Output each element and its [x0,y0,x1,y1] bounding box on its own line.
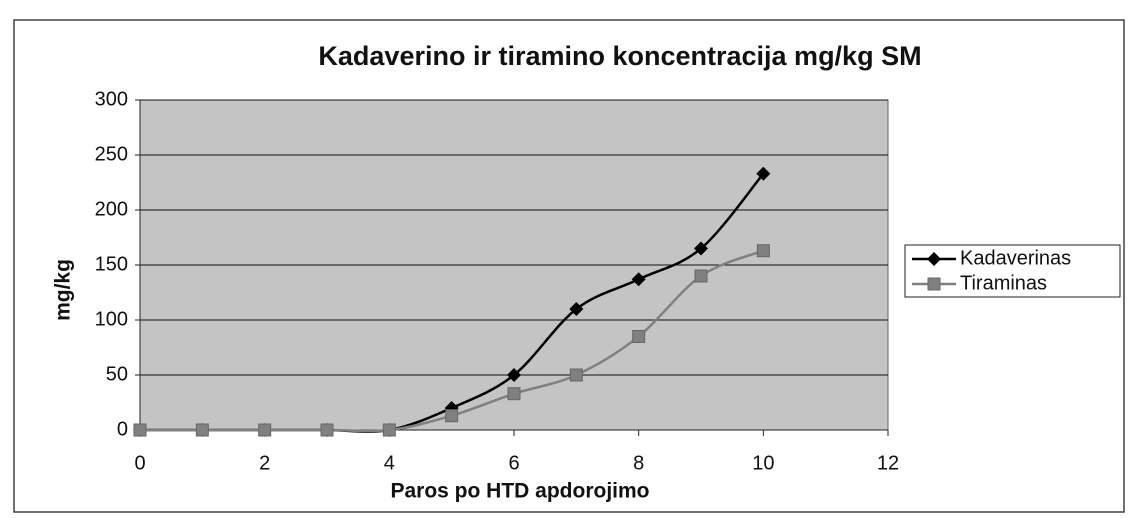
marker [507,368,521,382]
y-tick-label: 50 [106,363,128,385]
legend-label: Tiraminas [960,272,1047,294]
marker [632,330,646,343]
y-axis-label: mg/kg [52,259,75,321]
legend-marker [927,277,941,291]
y-tick-label: 250 [95,143,128,165]
marker [133,423,147,437]
marker [320,423,334,437]
x-tick-label: 0 [134,452,145,474]
y-tick-label: 300 [95,88,128,110]
marker [569,302,584,316]
y-tick-label: 100 [95,308,128,330]
marker [569,368,583,382]
x-tick-label: 12 [877,452,899,474]
chart-title: Kadaverino ir tiramino koncentracija mg/… [318,41,921,71]
legend [904,244,1121,298]
x-tick-label: 2 [259,452,270,474]
y-tick-label: 150 [95,253,128,275]
legend-marker [927,252,941,266]
series-line [140,249,764,433]
marker [382,423,396,437]
marker [756,244,770,258]
x-axis-label: Paros po HTD apdorojimo [390,480,649,503]
marker [756,166,771,181]
marker [507,387,521,401]
marker [258,423,272,437]
marker [694,241,708,256]
y-tick-label: 200 [95,198,128,220]
marker [445,409,459,423]
y-tick-label: 0 [117,418,128,440]
marker [694,269,708,283]
x-tick-label: 8 [633,452,644,474]
marker [631,272,646,287]
x-tick-label: 10 [752,452,774,474]
legend-label: Kadaverinas [960,247,1071,269]
marker [195,423,209,437]
x-tick-label: 6 [508,452,519,474]
x-tick-label: 4 [384,452,395,474]
